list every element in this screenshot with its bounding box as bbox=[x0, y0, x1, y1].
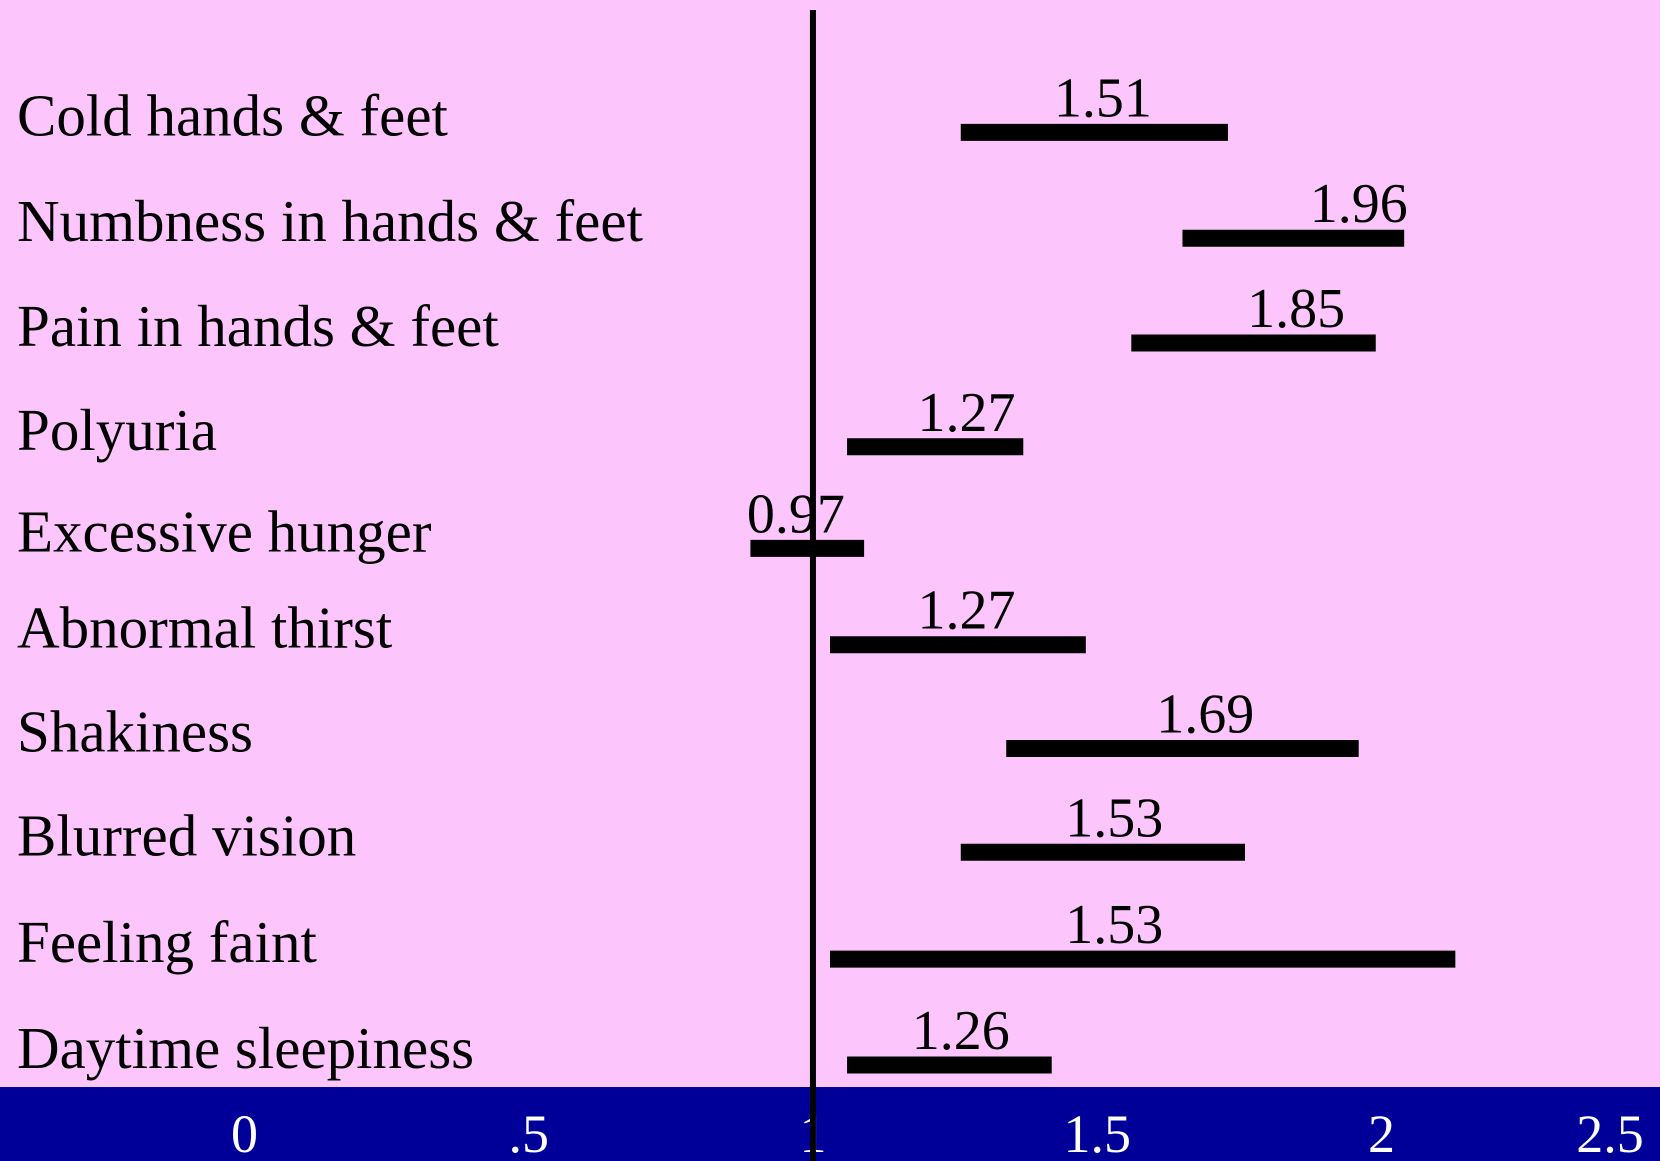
value-label: 1.27 bbox=[917, 382, 1015, 444]
value-label: 0.97 bbox=[747, 483, 845, 545]
category-label: Numbness in hands & feet bbox=[17, 188, 644, 254]
x-tick-label: 0 bbox=[231, 1104, 258, 1161]
category-label: Cold hands & feet bbox=[17, 82, 449, 148]
value-label: 1.69 bbox=[1156, 684, 1254, 746]
category-label: Blurred vision bbox=[17, 802, 356, 868]
x-tick-label: 1.5 bbox=[1063, 1104, 1131, 1161]
value-label: 1.53 bbox=[1065, 787, 1163, 849]
category-label: Excessive hunger bbox=[17, 498, 432, 564]
value-label: 1.53 bbox=[1065, 894, 1163, 956]
value-label: 1.26 bbox=[912, 1000, 1010, 1062]
axis-band bbox=[0, 1087, 1660, 1161]
value-label: 1.51 bbox=[1054, 67, 1152, 129]
category-label: Polyuria bbox=[17, 397, 217, 463]
value-label: 1.27 bbox=[917, 580, 1015, 642]
x-tick-label: 2.5 bbox=[1576, 1104, 1644, 1161]
category-label: Shakiness bbox=[17, 699, 253, 765]
category-label: Feeling faint bbox=[17, 909, 317, 975]
category-label: Abnormal thirst bbox=[17, 595, 393, 661]
x-tick-label: .5 bbox=[508, 1104, 549, 1161]
value-label: 1.85 bbox=[1247, 278, 1345, 340]
category-label: Pain in hands & feet bbox=[17, 293, 499, 359]
category-label: Daytime sleepiness bbox=[17, 1015, 474, 1081]
value-label: 1.96 bbox=[1310, 173, 1408, 235]
x-tick-label: 2 bbox=[1368, 1104, 1395, 1161]
